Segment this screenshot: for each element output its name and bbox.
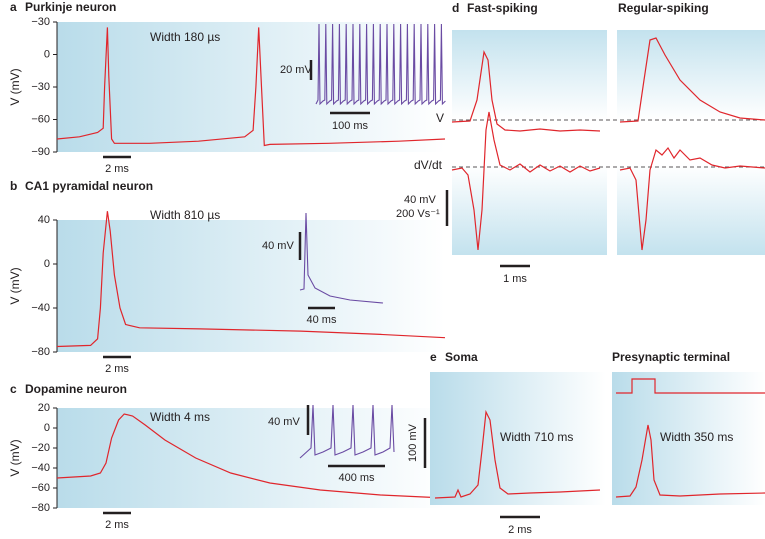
trace (451, 111, 601, 251)
y-tick-label: −30 (31, 16, 50, 28)
y-tick-label: −80 (31, 346, 50, 358)
annotation: 2 ms (105, 363, 129, 375)
label: dV/dt (414, 158, 443, 172)
trace (56, 211, 446, 348)
panel-title: CA1 pyramidal neuron (25, 179, 153, 193)
panels-abc: a Purkinje neuron V (mV) −30 0 −30 −60 −90 Width… (8, 0, 446, 531)
y-axis-label: V (mV) (8, 68, 22, 105)
panel-title: Dopamine neuron (25, 382, 127, 396)
panel-title: Regular-spiking (618, 1, 709, 15)
label: V (436, 111, 444, 125)
y-axis-label: V (mV) (8, 439, 22, 476)
annotation: 2 ms (105, 163, 129, 175)
y-tick-label: −20 (31, 442, 50, 454)
trace (56, 413, 446, 499)
panel-title: Presynaptic terminal (612, 350, 730, 364)
label: 40 mV (404, 194, 436, 206)
panel-title: Purkinje neuron (25, 0, 116, 14)
panel-letter: d (452, 1, 459, 15)
inset-trace (299, 404, 395, 459)
label: Width 350 ms (660, 430, 733, 444)
annotation: 40 mV (262, 240, 294, 252)
label: Width 710 ms (500, 430, 573, 444)
panel-letter: e (430, 350, 437, 364)
label: 100 mV (407, 423, 419, 462)
y-tick-label: −80 (31, 502, 50, 514)
y-tick-label: −60 (31, 482, 50, 494)
annotation: 20 mV (280, 64, 312, 76)
y-tick-label: −40 (31, 462, 50, 474)
y-tick-label: −30 (31, 81, 50, 93)
y-tick-label: −90 (31, 146, 50, 158)
plot-bg (57, 220, 445, 352)
trace (56, 27, 446, 147)
plot-bg (57, 408, 445, 508)
trace (451, 50, 601, 132)
annotation: Width 180 µs (150, 30, 220, 44)
y-tick-label: −60 (31, 113, 50, 125)
trace (616, 378, 765, 394)
panel-e: e Soma Presynaptic terminal 100 mV Width… (407, 350, 765, 536)
trace (434, 409, 601, 499)
annotation: 100 ms (332, 120, 369, 132)
y-tick-label: −40 (31, 302, 50, 314)
trace (619, 146, 765, 251)
plot-bg (452, 30, 607, 255)
panel-d: d Fast-spiking Regular-spiking V dV/dt 4… (396, 1, 765, 285)
y-tick-label: 20 (38, 402, 50, 414)
annotation: Width 810 µs (150, 208, 220, 222)
panel-title: Fast-spiking (467, 1, 538, 15)
panel-letter: c (10, 382, 17, 396)
annotation: 40 mV (268, 416, 300, 428)
y-axis-label: V (mV) (8, 267, 22, 304)
panel-title: Soma (445, 350, 478, 364)
y-tick-label: 0 (44, 258, 50, 270)
y-tick-label: 0 (44, 48, 50, 60)
inset-trace (299, 212, 384, 304)
annotation: 2 ms (105, 519, 129, 531)
plot-bg (430, 372, 606, 505)
inset-trace (315, 23, 446, 106)
y-tick-label: 40 (38, 214, 50, 226)
annotation: 400 ms (338, 472, 375, 484)
trace (615, 424, 765, 498)
trace (619, 37, 765, 123)
label: 2 ms (508, 524, 532, 534)
panel-letter: b (10, 179, 17, 193)
label: 200 Vs⁻¹ (396, 208, 440, 220)
plot-bg (617, 30, 765, 255)
label: 1 ms (503, 273, 527, 285)
y-tick-label: 0 (44, 422, 50, 434)
annotation: 40 ms (307, 314, 337, 326)
annotation: Width 4 ms (150, 410, 210, 424)
panel-letter: a (10, 0, 17, 14)
